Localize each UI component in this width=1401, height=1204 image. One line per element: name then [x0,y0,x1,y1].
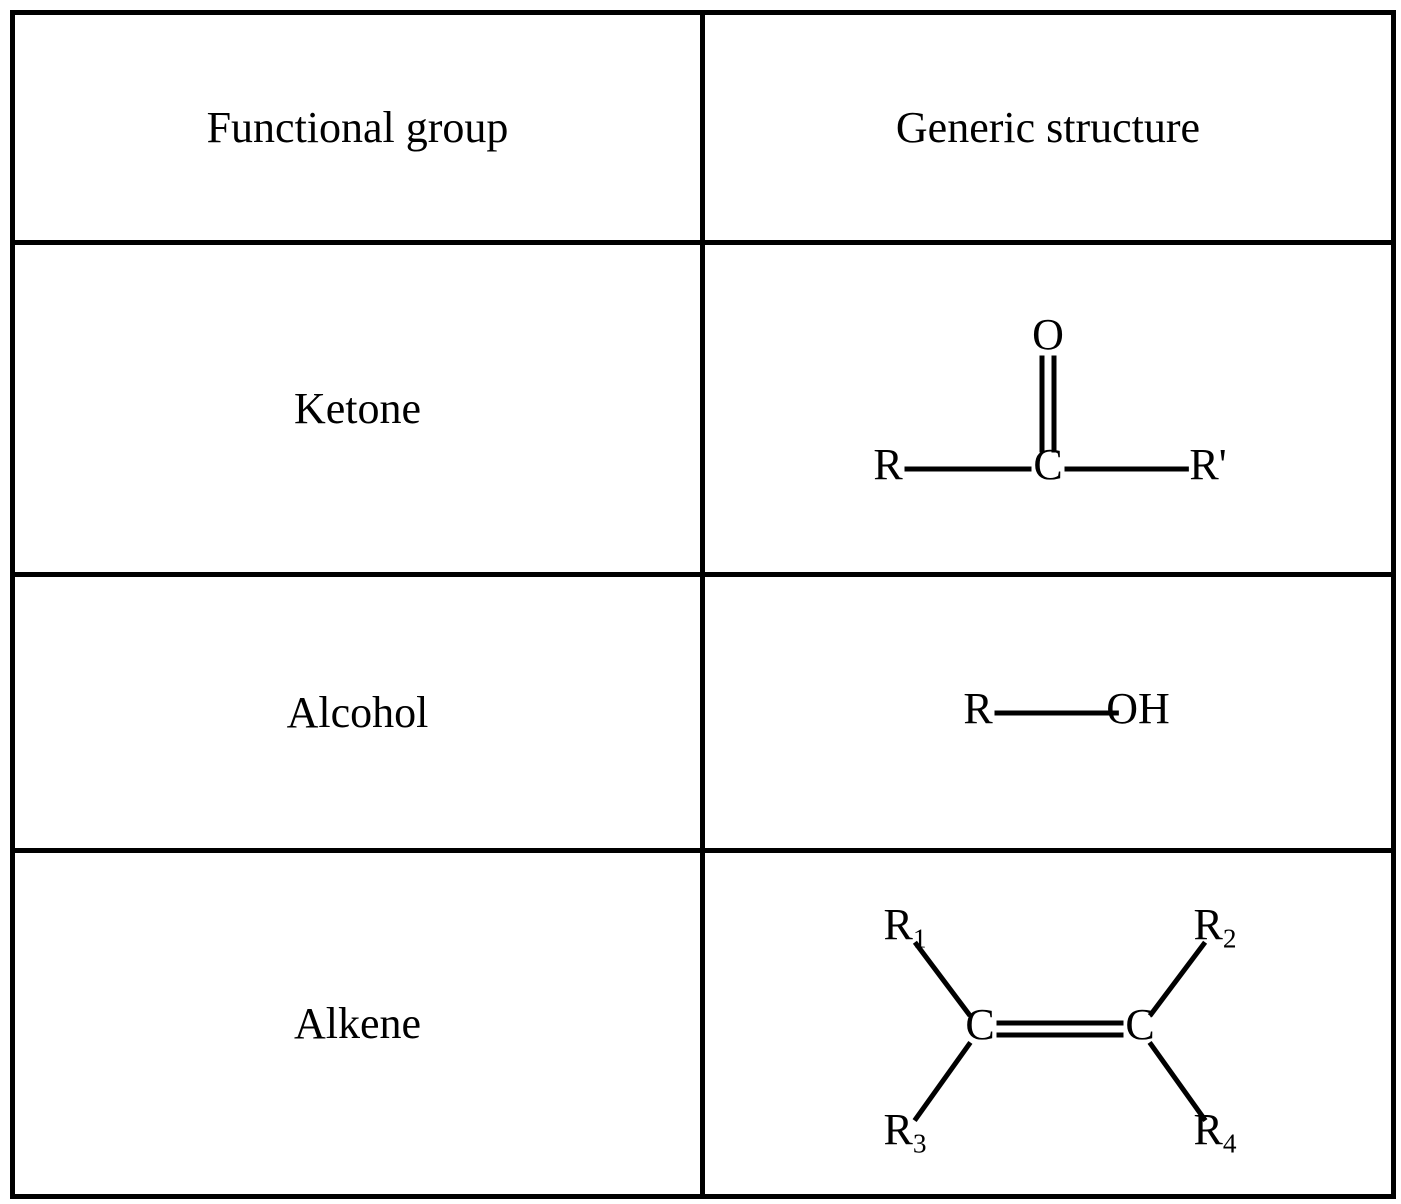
svg-text:R': R' [1189,440,1226,489]
alcohol-structure-diagram: R OH [718,583,1378,843]
table-row: Ketone C O R R' [13,243,1394,575]
svg-text:R: R [963,684,993,733]
svg-text:O: O [1032,310,1064,359]
structure-cell-ketone: C O R R' [703,243,1394,575]
page: Functional group Generic structure Keton… [0,0,1401,1204]
ketone-structure-diagram: C O R R' [718,269,1378,549]
col-header-generic-structure: Generic structure [703,13,1394,243]
svg-text:R1: R1 [884,900,927,953]
svg-text:C: C [965,1000,994,1049]
col-header-text: Generic structure [896,103,1200,152]
svg-text:R: R [873,440,903,489]
functional-group-name: Ketone [294,384,421,433]
svg-text:R4: R4 [1194,1105,1237,1158]
table-row: Alkene CCR1R2R3R4 [13,851,1394,1197]
svg-text:OH: OH [1106,684,1170,733]
table-row: Alcohol R OH [13,575,1394,851]
svg-text:C: C [1033,440,1062,489]
functional-group-name-cell: Alkene [13,851,703,1197]
structure-cell-alkene: CCR1R2R3R4 [703,851,1394,1197]
svg-text:C: C [1125,1000,1154,1049]
alkene-structure-diagram: CCR1R2R3R4 [705,859,1401,1189]
functional-group-name-cell: Ketone [13,243,703,575]
col-header-text: Functional group [207,103,509,152]
svg-text:R2: R2 [1194,900,1237,953]
functional-group-name: Alkene [294,999,421,1048]
functional-group-table: Functional group Generic structure Keton… [10,10,1396,1199]
functional-group-name: Alcohol [287,688,429,737]
table-body: Functional group Generic structure Keton… [13,13,1394,1197]
table-header-row: Functional group Generic structure [13,13,1394,243]
structure-cell-alcohol: R OH [703,575,1394,851]
functional-group-name-cell: Alcohol [13,575,703,851]
col-header-functional-group: Functional group [13,13,703,243]
